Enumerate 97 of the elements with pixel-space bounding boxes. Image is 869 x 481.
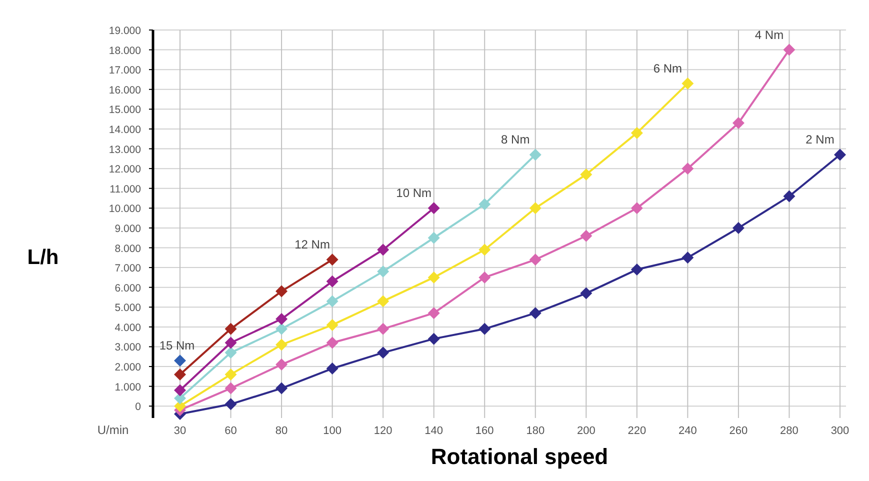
- x-tick-label: 100: [323, 425, 342, 437]
- series-label: 2 Nm: [806, 132, 834, 147]
- y-tick-label: 1.000: [114, 381, 142, 394]
- series-label: 6 Nm: [653, 61, 682, 76]
- y-tick-label: 15.000: [108, 104, 142, 116]
- point: [326, 254, 338, 266]
- point: [428, 271, 440, 284]
- y-tick-label: 4.000: [114, 322, 142, 334]
- y-tick-label: 5.000: [114, 302, 142, 314]
- y-tick-label: 14.000: [108, 124, 142, 136]
- point: [377, 295, 390, 308]
- point: [630, 264, 643, 276]
- point: [630, 202, 643, 214]
- point: [478, 198, 491, 210]
- y-tick-label: 10.000: [108, 203, 142, 216]
- point: [224, 322, 237, 335]
- x-tick-label: 30: [174, 425, 186, 437]
- text: U/min: [97, 423, 129, 437]
- x-tick-label: 220: [628, 425, 646, 437]
- point: [478, 244, 491, 256]
- point: [682, 77, 694, 90]
- point: [326, 336, 338, 349]
- point: [478, 322, 491, 335]
- point: [377, 322, 390, 335]
- y-tick-label: 12.000: [108, 164, 142, 176]
- point: [580, 168, 592, 181]
- x-tick-label: 160: [475, 425, 494, 437]
- point: [224, 368, 237, 380]
- point: [326, 295, 338, 308]
- y-tick-label: 6.000: [114, 282, 142, 294]
- y-tick-label: 0: [135, 401, 142, 414]
- point: [174, 384, 186, 396]
- x-axis-title: Rotational speed: [430, 444, 608, 469]
- point: [377, 266, 390, 278]
- x-tick-label: 240: [678, 425, 697, 437]
- series-label: 15 Nm: [159, 338, 195, 353]
- point: [276, 338, 288, 351]
- x-tick-label: 120: [374, 425, 392, 437]
- point: [326, 275, 338, 288]
- point: [276, 313, 288, 326]
- y-tick-label: 19.000: [108, 25, 142, 37]
- point: [529, 148, 542, 161]
- y-axis-title: L/h: [27, 246, 59, 269]
- point: [276, 358, 288, 371]
- x-tick-label: 60: [224, 425, 237, 437]
- y-tick-label: 8.000: [114, 242, 142, 255]
- point: [276, 285, 288, 298]
- y-tick-label: 11.000: [110, 183, 142, 196]
- point: [377, 244, 390, 256]
- point: [529, 254, 542, 266]
- y-tick-label: 7.000: [114, 262, 142, 275]
- point: [326, 318, 338, 331]
- point: [682, 252, 694, 264]
- y-tick-label: 13.000: [108, 144, 142, 156]
- point: [732, 117, 744, 130]
- series-label: 12 Nm: [294, 238, 330, 252]
- point: [580, 287, 592, 300]
- point: [224, 336, 237, 349]
- y-tick-label: 17.000: [108, 64, 142, 77]
- point: [224, 398, 237, 410]
- point: [174, 368, 186, 380]
- point: [682, 162, 694, 175]
- series-label: 4 Nm: [754, 28, 784, 42]
- x-tick-label: 300: [830, 425, 850, 437]
- x-tick-label: 80: [275, 425, 288, 437]
- y-tick-label: 16.000: [108, 84, 142, 96]
- point: [834, 148, 846, 161]
- x-tick-label: 140: [424, 425, 444, 437]
- point: [377, 346, 390, 359]
- point: [428, 332, 440, 345]
- point: [326, 362, 338, 375]
- x-tick-label: 200: [576, 425, 596, 437]
- y-tick-label: 9.000: [114, 222, 142, 235]
- point: [428, 202, 440, 214]
- point: [174, 354, 186, 367]
- point: [529, 202, 542, 214]
- series-label: 10 Nm: [396, 186, 432, 200]
- point: [276, 322, 288, 335]
- point: [276, 382, 288, 394]
- point: [630, 126, 643, 139]
- x-tick-label: 260: [729, 425, 748, 437]
- point: [224, 346, 237, 359]
- point: [224, 382, 237, 394]
- point: [529, 307, 542, 320]
- y-tick-label: 18.000: [108, 44, 142, 57]
- point: [783, 44, 796, 56]
- series-label: 8 Nm: [501, 132, 530, 147]
- y-tick-label: 2.000: [114, 362, 142, 374]
- point: [580, 230, 592, 242]
- point: [428, 232, 440, 244]
- point: [732, 222, 744, 234]
- point: [783, 190, 796, 202]
- point: [478, 271, 491, 284]
- x-tick-label: 180: [526, 425, 545, 437]
- point: [428, 307, 440, 320]
- y-tick-label: 3.000: [114, 342, 142, 354]
- x-tick-label: 280: [780, 425, 798, 437]
